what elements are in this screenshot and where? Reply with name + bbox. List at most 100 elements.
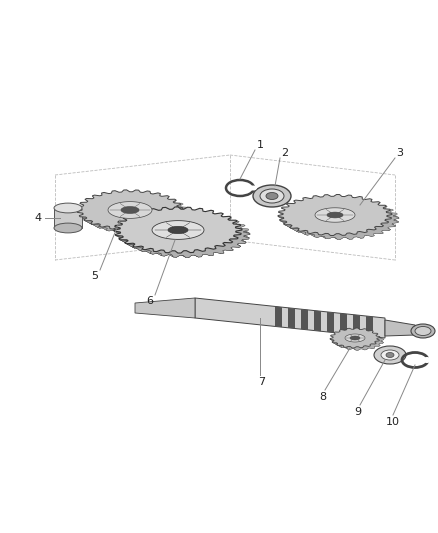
- Polygon shape: [168, 221, 180, 225]
- Polygon shape: [169, 251, 180, 257]
- Text: 1: 1: [257, 140, 264, 150]
- Polygon shape: [84, 220, 92, 225]
- Polygon shape: [352, 348, 358, 350]
- Polygon shape: [223, 243, 233, 250]
- Polygon shape: [298, 231, 307, 235]
- Polygon shape: [191, 252, 201, 257]
- Polygon shape: [354, 234, 364, 238]
- Polygon shape: [184, 251, 194, 255]
- Polygon shape: [84, 218, 94, 224]
- Polygon shape: [229, 239, 238, 244]
- Polygon shape: [202, 251, 213, 256]
- Polygon shape: [376, 227, 389, 231]
- Polygon shape: [115, 233, 129, 239]
- Ellipse shape: [54, 223, 82, 233]
- Polygon shape: [343, 235, 352, 239]
- Polygon shape: [369, 229, 381, 234]
- Polygon shape: [385, 220, 396, 226]
- Polygon shape: [336, 233, 346, 238]
- Polygon shape: [334, 340, 338, 343]
- Polygon shape: [114, 231, 128, 237]
- Polygon shape: [99, 227, 109, 231]
- Polygon shape: [388, 222, 396, 227]
- Ellipse shape: [54, 203, 82, 213]
- Polygon shape: [379, 340, 383, 343]
- Ellipse shape: [253, 185, 291, 207]
- Polygon shape: [91, 221, 100, 228]
- Polygon shape: [350, 233, 361, 238]
- Polygon shape: [110, 229, 120, 233]
- Polygon shape: [382, 223, 395, 227]
- Polygon shape: [374, 227, 383, 233]
- Polygon shape: [195, 298, 385, 338]
- Polygon shape: [93, 224, 105, 228]
- Polygon shape: [334, 330, 384, 350]
- Polygon shape: [166, 222, 175, 228]
- Polygon shape: [330, 338, 337, 341]
- Polygon shape: [102, 226, 114, 231]
- Polygon shape: [337, 343, 342, 347]
- Polygon shape: [178, 253, 189, 257]
- Polygon shape: [374, 227, 383, 231]
- Polygon shape: [360, 231, 372, 237]
- Polygon shape: [354, 347, 360, 350]
- Polygon shape: [346, 346, 353, 350]
- Polygon shape: [300, 230, 312, 235]
- Polygon shape: [125, 241, 136, 247]
- Polygon shape: [121, 230, 131, 234]
- Polygon shape: [350, 336, 360, 340]
- Polygon shape: [385, 219, 398, 223]
- Polygon shape: [298, 229, 306, 235]
- Polygon shape: [98, 224, 107, 228]
- Polygon shape: [283, 224, 292, 229]
- Polygon shape: [194, 250, 203, 257]
- Polygon shape: [205, 248, 216, 253]
- Polygon shape: [345, 334, 365, 342]
- Polygon shape: [107, 226, 117, 230]
- Polygon shape: [241, 233, 249, 239]
- Text: 5: 5: [92, 271, 99, 281]
- Polygon shape: [330, 328, 380, 348]
- Polygon shape: [315, 232, 325, 237]
- Polygon shape: [79, 216, 87, 221]
- Polygon shape: [123, 236, 131, 241]
- Polygon shape: [279, 212, 290, 217]
- Polygon shape: [108, 201, 152, 219]
- Polygon shape: [339, 233, 350, 239]
- Polygon shape: [385, 220, 392, 224]
- Polygon shape: [229, 240, 241, 246]
- Polygon shape: [172, 251, 183, 255]
- Polygon shape: [327, 212, 343, 218]
- Polygon shape: [187, 251, 198, 257]
- Polygon shape: [330, 340, 338, 342]
- Polygon shape: [178, 209, 190, 214]
- Polygon shape: [213, 248, 224, 254]
- Polygon shape: [343, 345, 348, 349]
- Polygon shape: [133, 243, 143, 248]
- Polygon shape: [236, 228, 250, 233]
- Polygon shape: [357, 231, 367, 236]
- Polygon shape: [156, 250, 169, 256]
- Ellipse shape: [415, 327, 431, 335]
- Polygon shape: [135, 246, 149, 252]
- Polygon shape: [79, 214, 90, 220]
- Polygon shape: [345, 233, 354, 239]
- Polygon shape: [138, 228, 148, 232]
- Polygon shape: [114, 229, 128, 235]
- Polygon shape: [234, 235, 249, 240]
- Polygon shape: [318, 232, 326, 239]
- Polygon shape: [208, 248, 222, 254]
- Polygon shape: [77, 190, 183, 230]
- Text: 3: 3: [396, 148, 403, 158]
- Ellipse shape: [381, 350, 399, 360]
- Polygon shape: [195, 249, 205, 254]
- Polygon shape: [297, 228, 306, 232]
- Polygon shape: [305, 230, 315, 235]
- Polygon shape: [332, 341, 338, 344]
- Polygon shape: [145, 248, 159, 254]
- Polygon shape: [308, 231, 315, 237]
- Polygon shape: [151, 248, 161, 253]
- Polygon shape: [350, 346, 356, 350]
- Polygon shape: [178, 210, 185, 215]
- Polygon shape: [337, 345, 343, 348]
